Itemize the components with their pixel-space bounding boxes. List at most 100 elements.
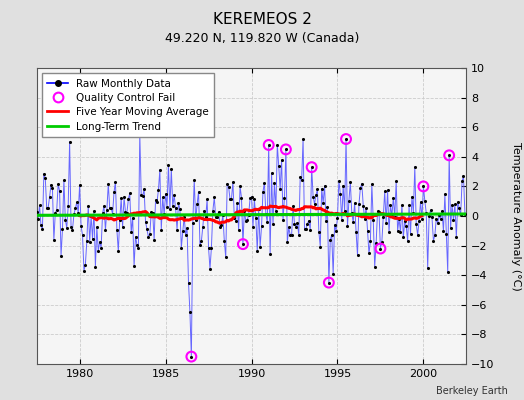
Point — [413, 232, 422, 238]
Point — [299, 136, 307, 142]
Point — [267, 170, 276, 176]
Point — [376, 245, 385, 252]
Point — [337, 217, 346, 224]
Point — [320, 183, 329, 189]
Point — [343, 223, 352, 229]
Point — [50, 237, 58, 243]
Point — [390, 214, 399, 220]
Point — [81, 261, 90, 268]
Point — [117, 195, 125, 202]
Point — [239, 241, 247, 247]
Point — [445, 152, 453, 158]
Point — [163, 204, 171, 210]
Point — [44, 205, 52, 211]
Point — [73, 199, 81, 206]
Point — [265, 142, 273, 148]
Point — [180, 214, 189, 220]
Point — [456, 212, 465, 218]
Point — [93, 224, 101, 230]
Point — [292, 224, 300, 230]
Point — [349, 219, 357, 225]
Point — [77, 223, 85, 230]
Point — [454, 199, 462, 205]
Point — [445, 152, 453, 158]
Point — [143, 226, 151, 232]
Text: KEREMEOS 2: KEREMEOS 2 — [213, 12, 311, 27]
Point — [308, 164, 316, 170]
Point — [376, 245, 385, 252]
Point — [356, 185, 365, 191]
Point — [263, 219, 271, 226]
Point — [151, 196, 160, 203]
Point — [411, 164, 419, 170]
Point — [279, 217, 287, 223]
Point — [431, 232, 439, 238]
Point — [171, 205, 180, 212]
Point — [442, 231, 451, 237]
Point — [336, 190, 344, 197]
Point — [228, 179, 237, 185]
Point — [94, 248, 103, 254]
Point — [227, 196, 236, 202]
Point — [174, 200, 183, 206]
Point — [253, 248, 261, 254]
Point — [150, 236, 158, 243]
Point — [271, 208, 280, 214]
Point — [164, 162, 172, 168]
Point — [357, 180, 366, 187]
Point — [95, 238, 104, 245]
Point — [318, 186, 326, 192]
Point — [56, 188, 64, 194]
Point — [58, 226, 67, 233]
Point — [97, 244, 105, 251]
Point — [212, 214, 220, 220]
Point — [441, 191, 449, 197]
Point — [46, 194, 54, 200]
Point — [85, 238, 94, 245]
Point — [132, 233, 140, 240]
Point — [66, 138, 74, 145]
Point — [146, 230, 154, 237]
Point — [429, 238, 438, 244]
Point — [280, 194, 289, 201]
Point — [74, 210, 82, 216]
Point — [173, 226, 181, 233]
Point — [242, 218, 250, 225]
Point — [382, 220, 390, 226]
Point — [313, 186, 322, 193]
Point — [409, 209, 418, 216]
Point — [187, 354, 195, 360]
Point — [366, 238, 375, 244]
Point — [306, 227, 314, 233]
Point — [189, 220, 197, 226]
Point — [224, 184, 233, 190]
Point — [111, 178, 119, 185]
Point — [346, 179, 355, 185]
Point — [428, 214, 436, 221]
Point — [384, 187, 392, 193]
Point — [141, 218, 150, 225]
Point — [418, 216, 426, 222]
Point — [68, 226, 77, 233]
Point — [41, 175, 49, 181]
Point — [60, 177, 68, 184]
Point — [355, 201, 363, 208]
Point — [83, 238, 91, 245]
Point — [389, 195, 398, 201]
Point — [300, 226, 309, 232]
Point — [130, 263, 138, 269]
Point — [403, 238, 412, 245]
Point — [273, 142, 281, 148]
Point — [223, 180, 232, 187]
Point — [269, 221, 277, 227]
Point — [345, 198, 353, 204]
Point — [359, 202, 367, 209]
Point — [177, 245, 185, 251]
Point — [70, 211, 78, 218]
Point — [368, 181, 376, 188]
Point — [351, 200, 359, 206]
Point — [460, 173, 468, 180]
Y-axis label: Temperature Anomaly (°C): Temperature Anomaly (°C) — [511, 142, 521, 290]
Point — [423, 265, 432, 271]
Point — [285, 224, 293, 231]
